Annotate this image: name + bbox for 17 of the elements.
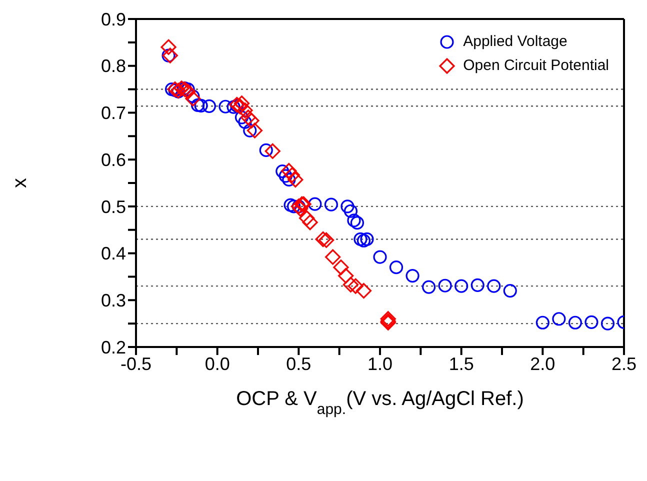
legend-label: Open Circuit Potential (463, 56, 609, 76)
x-tick-label: 1.5 (448, 354, 474, 374)
x-axis-title: OCP & V$_{app.}$(V vs. Ag/AgCl Ref.) (236, 388, 524, 418)
y-axis-title: x (9, 178, 31, 188)
y-tick-label: 0.7 (100, 103, 126, 124)
text: 0.0 (204, 354, 230, 374)
x-tick-label: 0.5 (286, 354, 312, 374)
y-tick-label: 0.5 (100, 196, 126, 217)
y-tick-label: 0.9 (100, 9, 126, 30)
y-tick-label: 0.4 (100, 244, 126, 264)
y-tick-label: 0.3 (100, 290, 126, 311)
y-tick-label: 0.6 (100, 150, 126, 170)
x-tick-label: 2.5 (611, 354, 637, 374)
legend-label: Applied Voltage (463, 32, 568, 52)
text: 1.0 (367, 354, 393, 374)
y-tick-label: 0.8 (100, 56, 126, 76)
text: 2.0 (530, 354, 556, 374)
